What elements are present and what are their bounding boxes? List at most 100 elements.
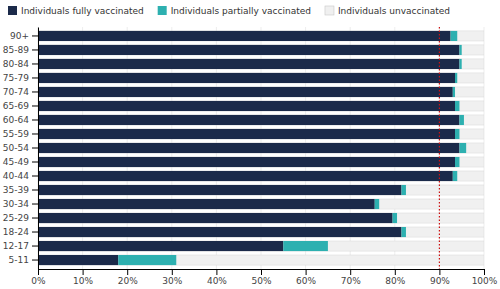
y-tick: 25-29 <box>3 213 38 223</box>
tick-label: 0% <box>31 276 46 286</box>
tick-mark <box>32 105 38 106</box>
y-tick: 12-17 <box>3 241 38 251</box>
bar <box>38 199 375 209</box>
tick-mark <box>32 119 38 120</box>
y-tick: 70-74 <box>3 87 38 97</box>
tick-label: 50% <box>251 276 271 286</box>
bar <box>401 185 405 195</box>
x-axis: 0%10%20%30%40%50%60%70%80%90%100% <box>31 269 497 286</box>
background-bar <box>38 255 484 265</box>
bar <box>451 31 458 41</box>
tick-label: 80% <box>385 276 405 286</box>
legend: Individuals fully vaccinated Individuals … <box>8 6 450 16</box>
bar <box>38 255 118 265</box>
tick-label: 55-59 <box>3 129 29 139</box>
bar <box>118 255 176 265</box>
y-tick: 35-39 <box>3 185 38 195</box>
bar <box>38 31 451 41</box>
x-tick: 20% <box>118 269 138 286</box>
tick-mark <box>350 269 351 275</box>
tick-mark <box>439 269 440 275</box>
x-tick: 50% <box>251 269 271 286</box>
bar <box>38 87 453 97</box>
background-bar <box>38 59 484 69</box>
bar <box>38 157 455 167</box>
bar <box>38 115 459 125</box>
bar <box>401 227 405 237</box>
tick-mark <box>32 176 38 177</box>
background-bar <box>38 87 484 97</box>
tick-mark <box>32 218 38 219</box>
bar <box>38 59 459 69</box>
bar <box>455 157 459 167</box>
legend-swatch <box>8 6 17 15</box>
grid <box>38 27 484 269</box>
reference-line <box>439 27 440 269</box>
bar <box>455 73 457 83</box>
bar <box>459 59 461 69</box>
tick-label: 100% <box>472 276 498 286</box>
tick-label: 50-54 <box>3 143 29 153</box>
y-tick: 80-84 <box>3 59 38 69</box>
background-bar <box>38 129 484 139</box>
tick-label: 25-29 <box>3 213 29 223</box>
bar <box>38 227 401 237</box>
tick-label: 75-79 <box>3 73 29 83</box>
x-tick: 40% <box>207 269 227 286</box>
y-tick: 50-54 <box>3 143 38 153</box>
background-bar <box>38 45 484 55</box>
bar <box>459 45 461 55</box>
tick-label: 45-49 <box>3 157 29 167</box>
tick-mark <box>32 260 38 261</box>
legend-item: Individuals fully vaccinated <box>8 6 144 16</box>
y-tick: 75-79 <box>3 73 38 83</box>
legend-label: Individuals partially vaccinated <box>171 6 311 16</box>
tick-label: 18-24 <box>3 227 29 237</box>
bar <box>38 171 453 181</box>
tick-label: 30-34 <box>3 199 29 209</box>
tick-mark <box>484 269 485 275</box>
bar <box>459 143 466 153</box>
background-bar <box>38 199 484 209</box>
tick-label: 30% <box>162 276 182 286</box>
legend-swatch <box>325 6 334 15</box>
y-tick: 40-44 <box>3 171 38 181</box>
tick-mark <box>32 190 38 191</box>
y-axis: 5-11 12-17 18-24 25-29 30-34 35-39 40-44 45-49 5… <box>3 28 39 270</box>
y-tick: 60-64 <box>3 115 38 125</box>
y-tick: 18-24 <box>3 227 38 237</box>
background-bar <box>38 213 484 223</box>
background-bars <box>38 31 484 265</box>
tick-mark <box>32 133 38 134</box>
y-tick: 90+ <box>10 31 38 41</box>
background-bar <box>38 73 484 83</box>
bar <box>38 213 393 223</box>
tick-mark <box>127 269 128 275</box>
background-bar <box>38 101 484 111</box>
bar <box>393 213 397 223</box>
x-tick: 70% <box>341 269 361 286</box>
x-tick: 60% <box>296 269 316 286</box>
tick-label: 90+ <box>10 31 29 41</box>
chart: Individuals fully vaccinated Individuals … <box>0 0 500 289</box>
background-bar <box>38 171 484 181</box>
tick-mark <box>261 269 262 275</box>
tick-mark <box>32 35 38 36</box>
y-tick: 5-11 <box>9 255 38 265</box>
bar <box>453 87 455 97</box>
background-bar <box>38 157 484 167</box>
x-tick: 0% <box>31 269 46 286</box>
tick-label: 20% <box>118 276 138 286</box>
bar <box>38 143 459 153</box>
legend-swatch <box>158 6 167 15</box>
legend-item: Individuals unvaccinated <box>325 6 450 16</box>
bar-series <box>38 31 459 265</box>
y-tick: 45-49 <box>3 157 38 167</box>
tick-mark <box>32 204 38 205</box>
tick-mark <box>395 269 396 275</box>
tick-mark <box>32 77 38 78</box>
x-tick: 100% <box>472 269 498 286</box>
bar <box>375 199 379 209</box>
bar <box>455 101 459 111</box>
tick-mark <box>32 49 38 50</box>
